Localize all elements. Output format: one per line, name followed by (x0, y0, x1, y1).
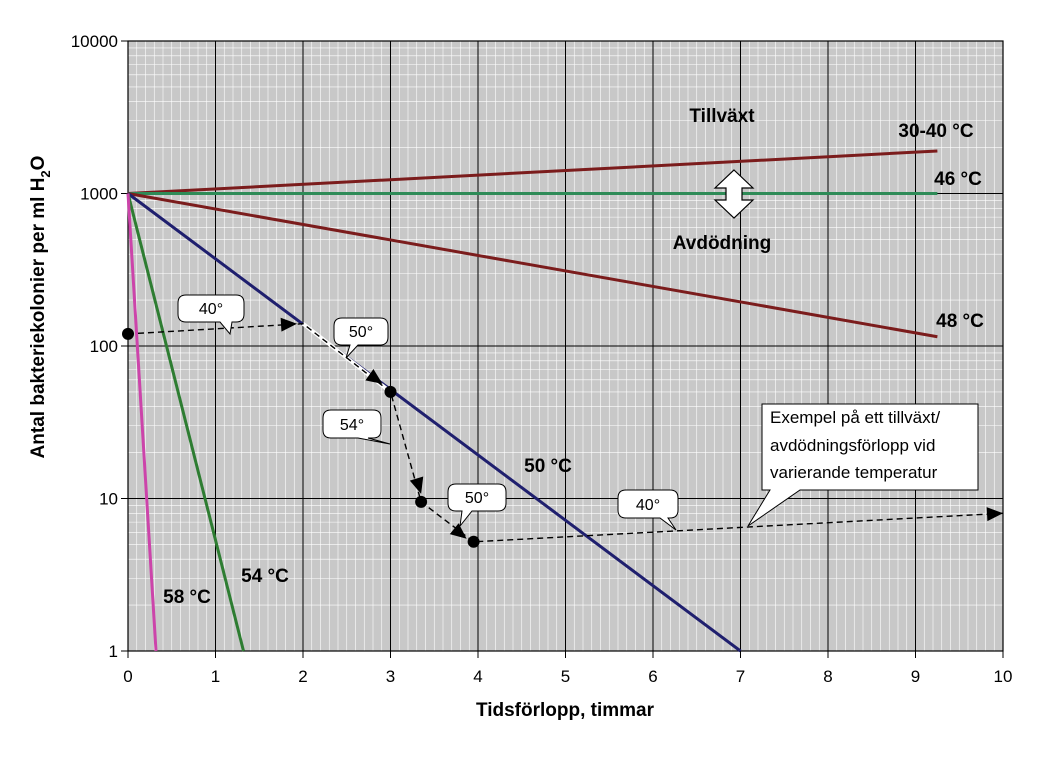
svg-text:40°: 40° (199, 301, 223, 318)
arrow-head-icon (449, 523, 467, 539)
y-axis-title-main: Antal bakteriekolonier per ml H (28, 178, 49, 459)
svg-text:40°: 40° (636, 497, 660, 514)
callout-40-second: 40° (617, 489, 679, 531)
x-tick-label: 3 (386, 667, 395, 686)
series-lines (126, 149, 938, 653)
arrow-head-icon (280, 317, 297, 332)
svg-text:50°: 50° (465, 490, 489, 507)
y-tick-label: 1 (109, 642, 118, 661)
example-dashed-line (127, 323, 1004, 543)
x-tick-label: 6 (648, 667, 657, 686)
series-line (127, 149, 938, 195)
series-label-30-40: 30-40 °C (898, 121, 973, 142)
region-label-death: Avdödning (673, 233, 772, 254)
x-tick-label: 8 (823, 667, 832, 686)
x-tick-label: 0 (123, 667, 132, 686)
x-tick-label: 2 (298, 667, 307, 686)
series-label-48: 48 °C (936, 311, 984, 332)
series-line (127, 192, 742, 653)
svg-text:54°: 54° (340, 417, 364, 434)
callout-50-second: 50° (447, 483, 507, 528)
x-tick-label: 1 (211, 667, 220, 686)
svg-text:Antal bakteriekolonier per ml: Antal bakteriekolonier per ml H2O (28, 156, 53, 459)
series-line (127, 192, 938, 339)
series-label-58: 58 °C (163, 587, 211, 608)
callout-54: 54° (322, 409, 391, 445)
svg-text:50°: 50° (349, 324, 373, 341)
example-marker (384, 385, 397, 398)
arrow-head-icon (986, 507, 1003, 522)
example-note: Exempel på ett tillväxt/ avdödningsförlo… (747, 403, 979, 527)
callout-40-first: 40° (177, 294, 245, 336)
y-axis-title: Antal bakteriekolonier per ml H2O (28, 156, 53, 459)
arrow-head-icon (409, 476, 424, 494)
series-label-46: 46 °C (934, 169, 982, 190)
x-tick-label: 9 (911, 667, 920, 686)
callout-50-first: 50° (333, 317, 389, 359)
svg-text:Exempel på ett tillväxt/: Exempel på ett tillväxt/ (770, 408, 940, 427)
example-marker (122, 327, 134, 340)
x-tick-label: 4 (473, 667, 482, 686)
y-axis-title-end: O (28, 156, 49, 171)
example-marker (467, 535, 480, 548)
x-tick-label: 7 (736, 667, 745, 686)
svg-text:avdödningsförlopp vid: avdödningsförlopp vid (770, 436, 935, 455)
series-label-54: 54 °C (241, 566, 289, 587)
y-tick-label: 1000 (80, 185, 118, 204)
series-line (126, 193, 245, 652)
y-tick-label: 100 (90, 337, 118, 356)
svg-text:varierande temperatur: varierande temperatur (770, 463, 938, 482)
x-axis-title: Tidsförlopp, timmar (476, 700, 655, 721)
arrow-head-icon (365, 368, 383, 384)
double-arrow-icon (713, 169, 755, 219)
x-tick-label: 5 (561, 667, 570, 686)
y-tick-label: 10 (99, 490, 118, 509)
y-axis-title-subscript: 2 (38, 170, 53, 177)
series-label-50: 50 °C (524, 456, 572, 477)
series-line (126, 193, 158, 652)
x-tick-label: 10 (994, 667, 1013, 686)
region-label-growth: Tillväxt (689, 106, 755, 127)
example-marker (415, 495, 428, 508)
grid (127, 40, 1004, 652)
y-tick-label: 10000 (71, 32, 118, 51)
